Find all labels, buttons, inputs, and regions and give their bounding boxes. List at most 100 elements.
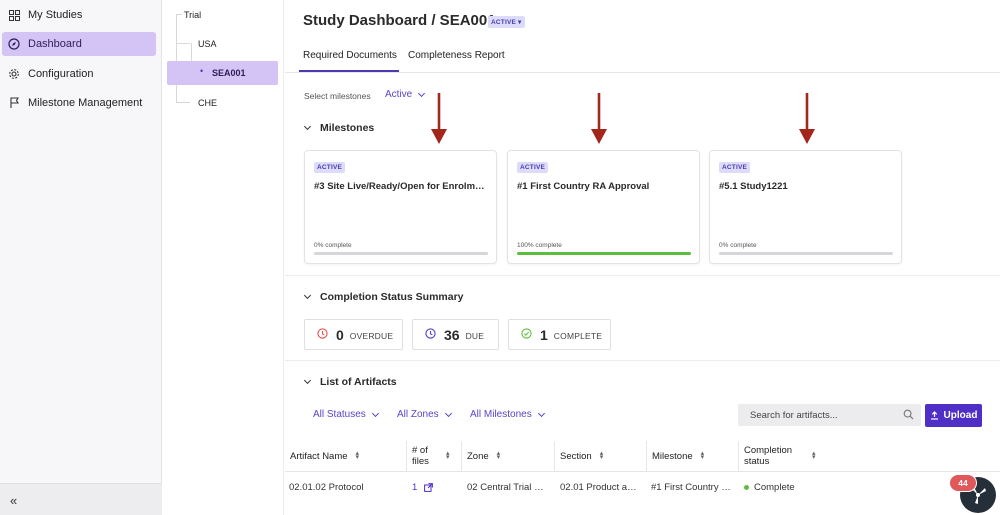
page-title: Study Dashboard / SEA001 (303, 12, 496, 29)
stat-complete[interactable]: 1 COMPLETE (508, 319, 611, 350)
upload-label: Upload (943, 410, 978, 421)
propeller-icon (967, 484, 989, 506)
sidebar-item-label: My Studies (28, 9, 83, 21)
gear-icon (8, 68, 20, 80)
stat-label: COMPLETE (553, 331, 603, 341)
column-header-artifact-name[interactable]: Artifact Name ▴ ▾ (285, 441, 406, 471)
column-header-files[interactable]: # of files ▴ ▾ (406, 441, 461, 471)
tree-connector (176, 43, 190, 44)
section-title: Completion Status Summary (320, 291, 464, 303)
annotation-arrow (591, 93, 607, 144)
flag-icon (8, 97, 20, 109)
status-badge: ACTIVE (517, 162, 549, 173)
filter-value: All Zones (397, 409, 439, 420)
files-count: 1 (412, 482, 418, 493)
zone-filter-select[interactable]: All Zones (397, 409, 452, 420)
sidebar-item-label: Milestone Management (28, 97, 143, 109)
divider (285, 360, 1000, 361)
progress-fill (517, 252, 691, 255)
progress-label: 100% complete (517, 242, 562, 249)
notification-count-badge: 44 (949, 474, 977, 492)
milestone-card[interactable]: ACTIVE #3 Site Live/Ready/Open for Enrol… (304, 150, 497, 264)
progress-label: 0% complete (314, 242, 352, 249)
sort-icon: ▴ ▾ (446, 450, 450, 461)
annotation-arrow (431, 93, 447, 144)
chevron-down-icon (444, 409, 452, 417)
progress-bar (517, 252, 691, 255)
column-header-zone[interactable]: Zone ▴ ▾ (461, 441, 553, 471)
column-header-section[interactable]: Section ▴ ▾ (554, 441, 646, 471)
progress-bar (314, 252, 488, 255)
clock-icon (317, 326, 328, 344)
section-title: Milestones (320, 122, 375, 134)
stat-value: 0 (336, 326, 344, 343)
chevron-down-icon (537, 409, 545, 417)
status-cell: Complete (744, 482, 824, 493)
upload-icon (930, 411, 939, 420)
study-tree: Trial USA • SEA001 CHE (163, 0, 284, 515)
tab-completeness-report[interactable]: Completeness Report (408, 50, 505, 61)
status-text: Complete (754, 482, 795, 493)
section-title: List of Artifacts (320, 376, 397, 388)
chevron-down-icon (418, 89, 426, 97)
sort-icon: ▴ ▾ (700, 450, 705, 461)
milestone-card[interactable]: ACTIVE #1 First Country RA Approval 100%… (507, 150, 700, 264)
tree-connector (191, 43, 192, 73)
summary-section-header[interactable]: Completion Status Summary (303, 291, 464, 303)
clock-icon (425, 326, 436, 344)
zone-cell: 02 Central Trial Documents (467, 482, 547, 493)
column-header-completion-status[interactable]: Completion status ▴ ▾ (738, 441, 830, 471)
search-input[interactable]: Search for artifacts... (738, 404, 921, 426)
artifacts-section-header[interactable]: List of Artifacts (303, 376, 397, 388)
milestone-card[interactable]: ACTIVE #5.1 Study1221 0% complete (709, 150, 902, 264)
section-cell: 02.01 Product and Trial Documentation (560, 482, 640, 493)
check-circle-icon (521, 326, 532, 344)
column-label: Artifact Name (290, 450, 348, 462)
sort-icon: ▴ ▾ (496, 450, 501, 461)
column-label: Section (560, 450, 592, 462)
collapse-sidebar-icon[interactable]: « (10, 493, 18, 508)
status-filter-select[interactable]: All Statuses (313, 409, 379, 420)
sidebar-item-label: Dashboard (28, 38, 82, 50)
sidebar-item-my-studies[interactable]: My Studies (2, 3, 156, 27)
chevron-down-icon (303, 376, 312, 385)
column-label: # of files (412, 445, 429, 467)
status-badge: ACTIVE (314, 162, 346, 173)
milestone-filter-label: Select milestones (304, 91, 371, 101)
tree-node-sea001[interactable]: • SEA001 (167, 61, 278, 85)
external-link-icon (424, 483, 434, 492)
tree-node-che[interactable]: CHE (198, 98, 218, 108)
column-header-milestone[interactable]: Milestone ▴ ▾ (646, 441, 738, 471)
tree-node-trial[interactable]: Trial (184, 10, 202, 20)
sidebar-item-configuration[interactable]: Configuration (2, 62, 156, 86)
sort-icon: ▴ ▾ (599, 450, 604, 461)
files-cell[interactable]: 1 (412, 482, 442, 493)
grid-icon (8, 9, 20, 21)
stat-label: DUE (465, 331, 485, 341)
tab-required-documents[interactable]: Required Documents (303, 50, 397, 61)
sidebar-footer: « (0, 483, 162, 515)
tree-node-bullet: • (200, 66, 204, 76)
sort-icon: ▴ ▾ (355, 450, 360, 461)
column-label: Milestone (652, 450, 693, 462)
divider (285, 471, 1000, 472)
filter-value: All Milestones (470, 409, 532, 420)
tree-node-usa[interactable]: USA (198, 39, 217, 49)
milestone-list-filter-select[interactable]: All Milestones (470, 409, 545, 420)
progress-bar (719, 252, 893, 255)
tree-connector (176, 14, 182, 15)
milestone-filter-select[interactable]: Active (385, 89, 426, 100)
sidebar: My Studies Dashboard Configuration Miles… (0, 0, 162, 515)
upload-button[interactable]: Upload (925, 404, 982, 427)
sidebar-item-milestone-management[interactable]: Milestone Management (2, 91, 156, 115)
milestones-section-header[interactable]: Milestones (303, 122, 375, 134)
stat-due[interactable]: 36 DUE (412, 319, 499, 350)
artifact-name-cell[interactable]: 02.01.02 Protocol (289, 482, 364, 493)
study-status-badge[interactable]: ACTIVE ▾ (488, 16, 525, 28)
main-content: Study Dashboard / SEA001 ACTIVE ▾ Requir… (285, 0, 1000, 515)
search-icon (903, 409, 914, 423)
stat-overdue[interactable]: 0 OVERDUE (304, 319, 403, 350)
active-tab-indicator (299, 70, 399, 72)
milestone-title: #3 Site Live/Ready/Open for Enrolment (314, 181, 489, 192)
sidebar-item-dashboard[interactable]: Dashboard (2, 32, 156, 56)
